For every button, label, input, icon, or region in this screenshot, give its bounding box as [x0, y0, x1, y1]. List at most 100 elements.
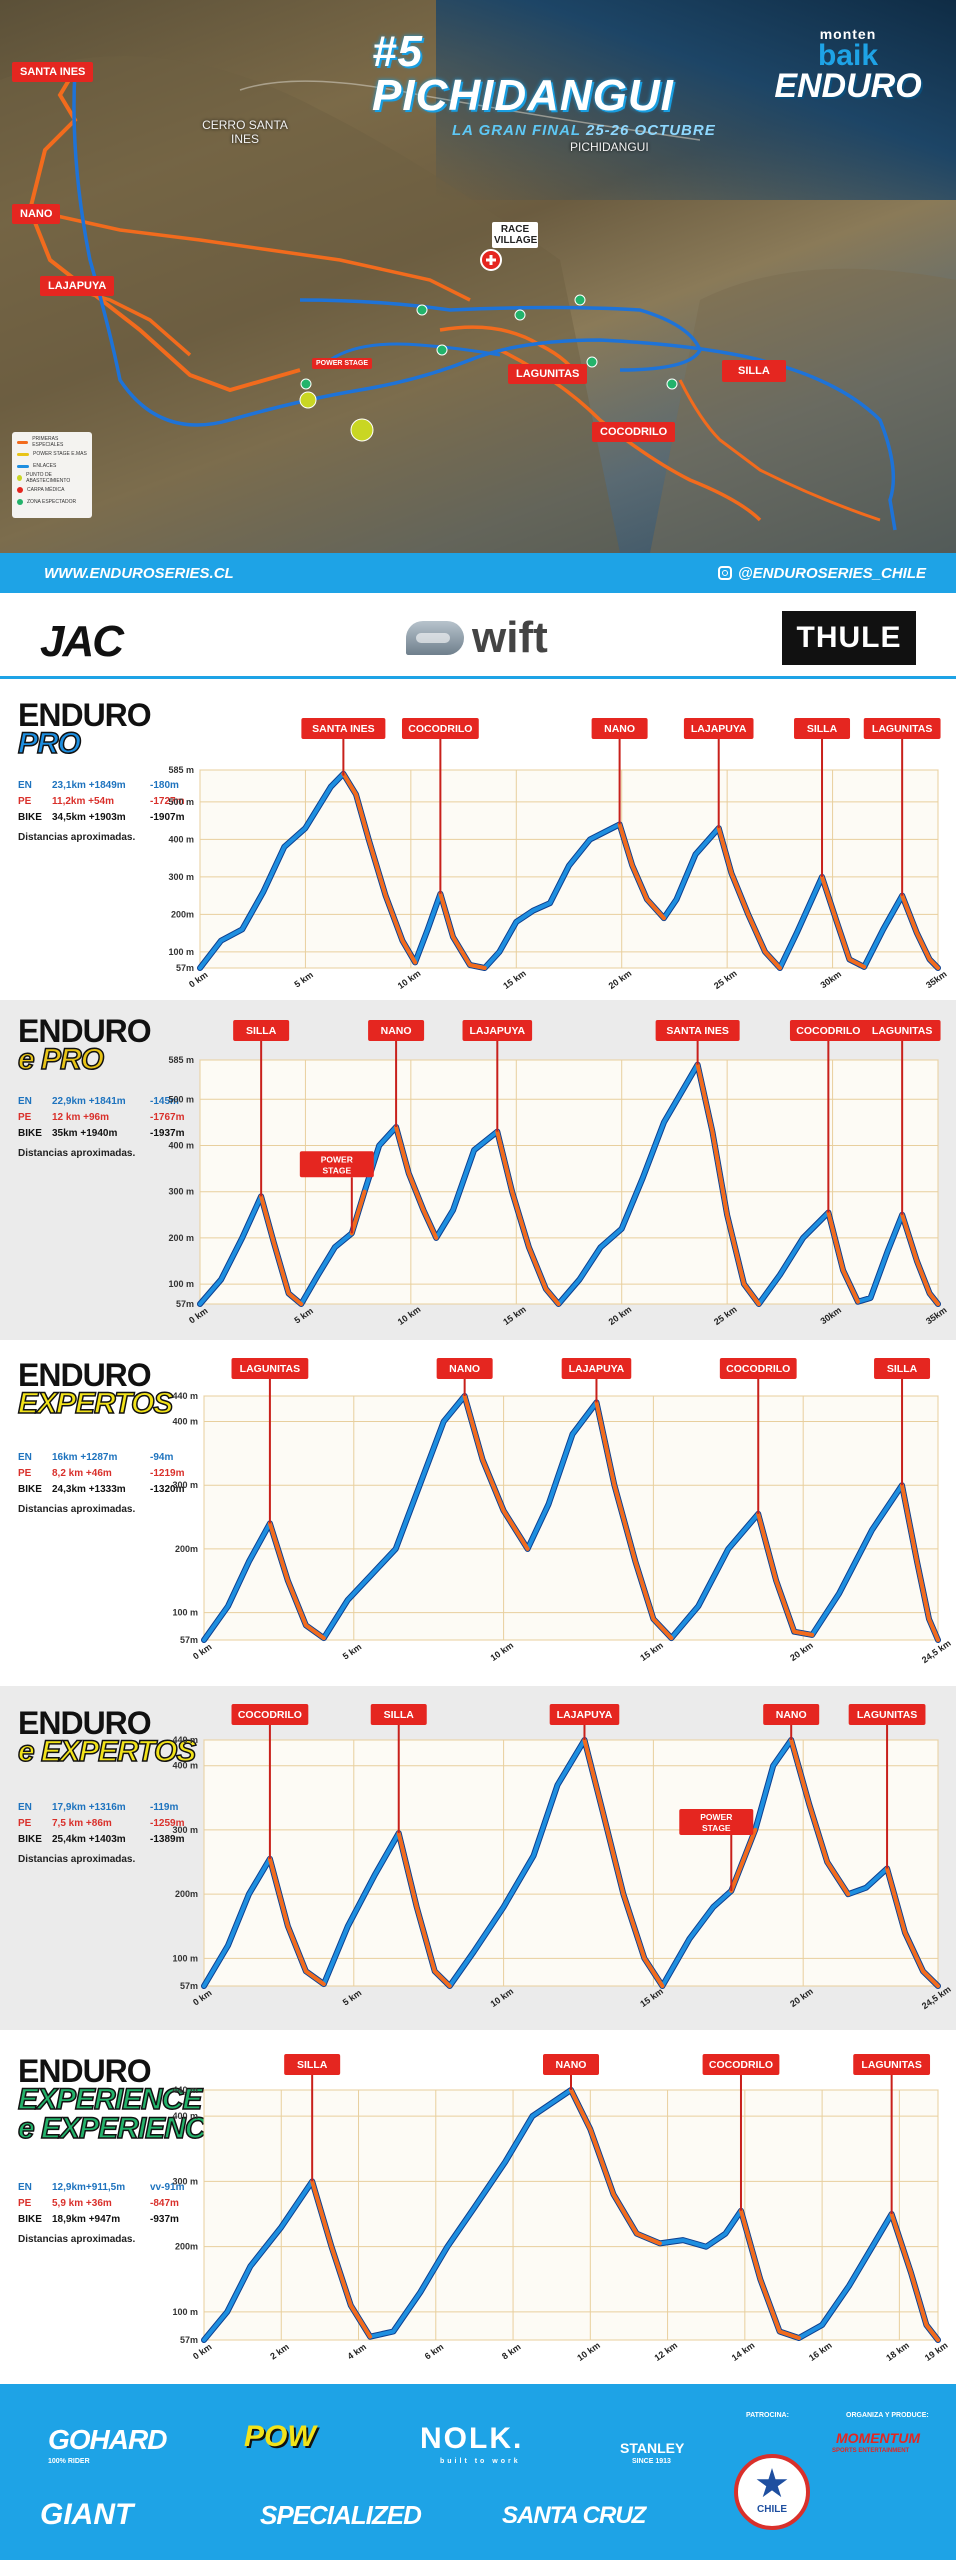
- special-stage-segment: [394, 1125, 439, 1240]
- power-stage-label: STAGE: [322, 1165, 351, 1175]
- stat-descent: -1907m: [150, 812, 185, 823]
- x-tick-label: 20 km: [788, 1640, 815, 1663]
- stat-key: PE: [18, 1468, 32, 1479]
- social-handle[interactable]: @ENDUROSERIES_CHILE: [718, 565, 926, 582]
- x-tick-label: 25 km: [712, 968, 739, 991]
- stage-banner-label: SANTA INES: [666, 1025, 728, 1037]
- stat-key: PE: [18, 1818, 32, 1829]
- x-tick-label: 35km: [924, 969, 949, 990]
- y-tick-label: 400 m: [172, 2111, 198, 2121]
- event-title-block: #5 PICHIDANGUI LA GRAN FINAL 25-26 OCTUB…: [372, 27, 722, 140]
- x-tick-label: 5 km: [292, 1306, 315, 1326]
- gohard-tag: 100% RIDER: [48, 2458, 90, 2465]
- x-tick-label: 35km: [924, 1305, 949, 1326]
- category-line2: e EXPERTOS: [17, 1735, 197, 1769]
- x-tick-label: 8 km: [500, 2342, 523, 2362]
- category-stats: EN 23,1km +1849m -180m PE 11,2km +54m -1727m B…: [18, 778, 184, 846]
- y-tick-label: 100 m: [172, 2307, 198, 2317]
- category-line3: e EXPERIENCE: [17, 2111, 226, 2145]
- special-stage-segment: [267, 1521, 326, 1641]
- category-title: ENDURO e PRO: [17, 1015, 151, 1076]
- stat-descent: -145m: [150, 1096, 179, 1107]
- stat-row: BIKE 18,9km +947m -937m: [18, 2212, 184, 2228]
- event-title: #5 PICHIDANGUI: [372, 27, 674, 120]
- distance-note: Distancias aproximadas.: [18, 2234, 136, 2245]
- y-tick-label: 200m: [171, 909, 194, 919]
- special-stage-segment: [756, 1511, 815, 1637]
- x-tick-label: 14 km: [730, 2340, 757, 2363]
- special-stage-segment: [310, 2179, 373, 2339]
- stat-key: BIKE: [18, 812, 42, 823]
- category-line2: PRO: [17, 727, 82, 761]
- legend-item: PUNTO DE ABASTECIMIENTO: [17, 472, 87, 484]
- stat-value: 12 km +96m: [52, 1112, 109, 1123]
- stage-banner: [233, 1020, 290, 1041]
- special-stage-segment: [729, 1827, 758, 1893]
- category-line1: ENDURO: [18, 697, 152, 733]
- special-stage-segment: [341, 771, 418, 965]
- y-tick-label: 440 m: [172, 2085, 198, 2095]
- sponsors-top: JAC wift THULE: [0, 593, 956, 679]
- x-tick-label: 15 km: [638, 1986, 665, 2009]
- x-tick-label: 20 km: [607, 968, 634, 991]
- momentum-logo: MOMENTUM: [836, 2430, 920, 2446]
- category-title: ENDURO EXPERIENCE e EXPERIENCE: [17, 2055, 226, 2145]
- stat-value: 11,2km +54m: [52, 796, 114, 807]
- sponsor-gohard-logo: GOHARD: [48, 2424, 167, 2455]
- legend-item: ENLACES: [17, 460, 87, 472]
- stage-banner: [719, 1358, 797, 1379]
- stage-banner-label: LAGUNITAS: [872, 1025, 932, 1037]
- map-tag-nano: NANO: [12, 204, 61, 224]
- y-tick-label: 440 m: [172, 1735, 198, 1745]
- stat-descent: -847m: [150, 2198, 179, 2209]
- sponsor-giant-logo: GIANT: [40, 2498, 134, 2531]
- y-tick-label: 300 m: [168, 872, 194, 882]
- y-tick-label: 100 m: [168, 947, 194, 957]
- stat-descent: -1389m: [150, 1834, 185, 1845]
- x-tick-label: 12 km: [653, 2340, 680, 2363]
- stage-banner: [874, 1358, 931, 1379]
- stage-banner-label: COCODRILO: [796, 1025, 860, 1037]
- special-stage-segment: [396, 1831, 452, 1988]
- special-stage-segment: [438, 891, 487, 970]
- y-tick-label: 200m: [175, 2242, 198, 2252]
- y-tick-label: 585 m: [168, 765, 194, 775]
- stat-value: 5,9 km +36m: [52, 2198, 112, 2209]
- stat-descent: -94m: [150, 1452, 174, 1463]
- stage-banner: [789, 1020, 867, 1041]
- stat-descent: -1767m: [150, 1112, 185, 1123]
- special-stage-segment: [695, 1062, 761, 1306]
- organiza-label: ORGANIZA Y PRODUCE:: [846, 2412, 929, 2419]
- stat-row: PE 5,9 km +36m -847m: [18, 2196, 184, 2212]
- x-tick-label: 18 km: [884, 2340, 911, 2363]
- stat-value: 8,2 km +46m: [52, 1468, 112, 1479]
- stat-row: EN 17,9km +1316m -119m: [18, 1800, 184, 1816]
- x-tick-label: 16 km: [807, 2340, 834, 2363]
- y-tick-label: 57m: [176, 963, 194, 973]
- map-tag-santa-ines: SANTA INES: [12, 62, 94, 82]
- y-tick-label: 100 m: [168, 1279, 194, 1289]
- x-tick-label: 20 km: [788, 1986, 815, 2009]
- stat-value: 18,9km +947m: [52, 2214, 121, 2225]
- stage-banner: [853, 2054, 931, 2075]
- power-stage-banner: [679, 1808, 754, 1835]
- special-stage-segment: [820, 874, 867, 969]
- stage-banner: [436, 1358, 493, 1379]
- stat-descent: -119m: [150, 1802, 179, 1813]
- stage-banner-label: NANO: [604, 723, 635, 735]
- footer-sponsors: GOHARD 100% RIDER POW NOLK. built to wor…: [0, 2384, 956, 2560]
- stat-key: EN: [18, 780, 32, 791]
- route-nano: [29, 208, 471, 302]
- category-title: ENDURO e EXPERTOS: [17, 1707, 197, 1769]
- special-stage-segment: [885, 1866, 940, 1988]
- stat-row: BIKE 34,5km +1903m -1907m: [18, 810, 184, 826]
- stat-value: 16km +1287m: [52, 1452, 118, 1463]
- stat-row: EN 22,9km +1841m -145m: [18, 1094, 184, 1110]
- website-link[interactable]: WWW.ENDUROSERIES.CL: [44, 564, 234, 582]
- stat-row: PE 7,5 km +86m -1259m: [18, 1816, 184, 1832]
- sponsor-nolk-logo: NOLK.: [420, 2422, 524, 2455]
- stage-banner-label: LAGUNITAS: [240, 1363, 300, 1375]
- stage-banner: [863, 1020, 941, 1041]
